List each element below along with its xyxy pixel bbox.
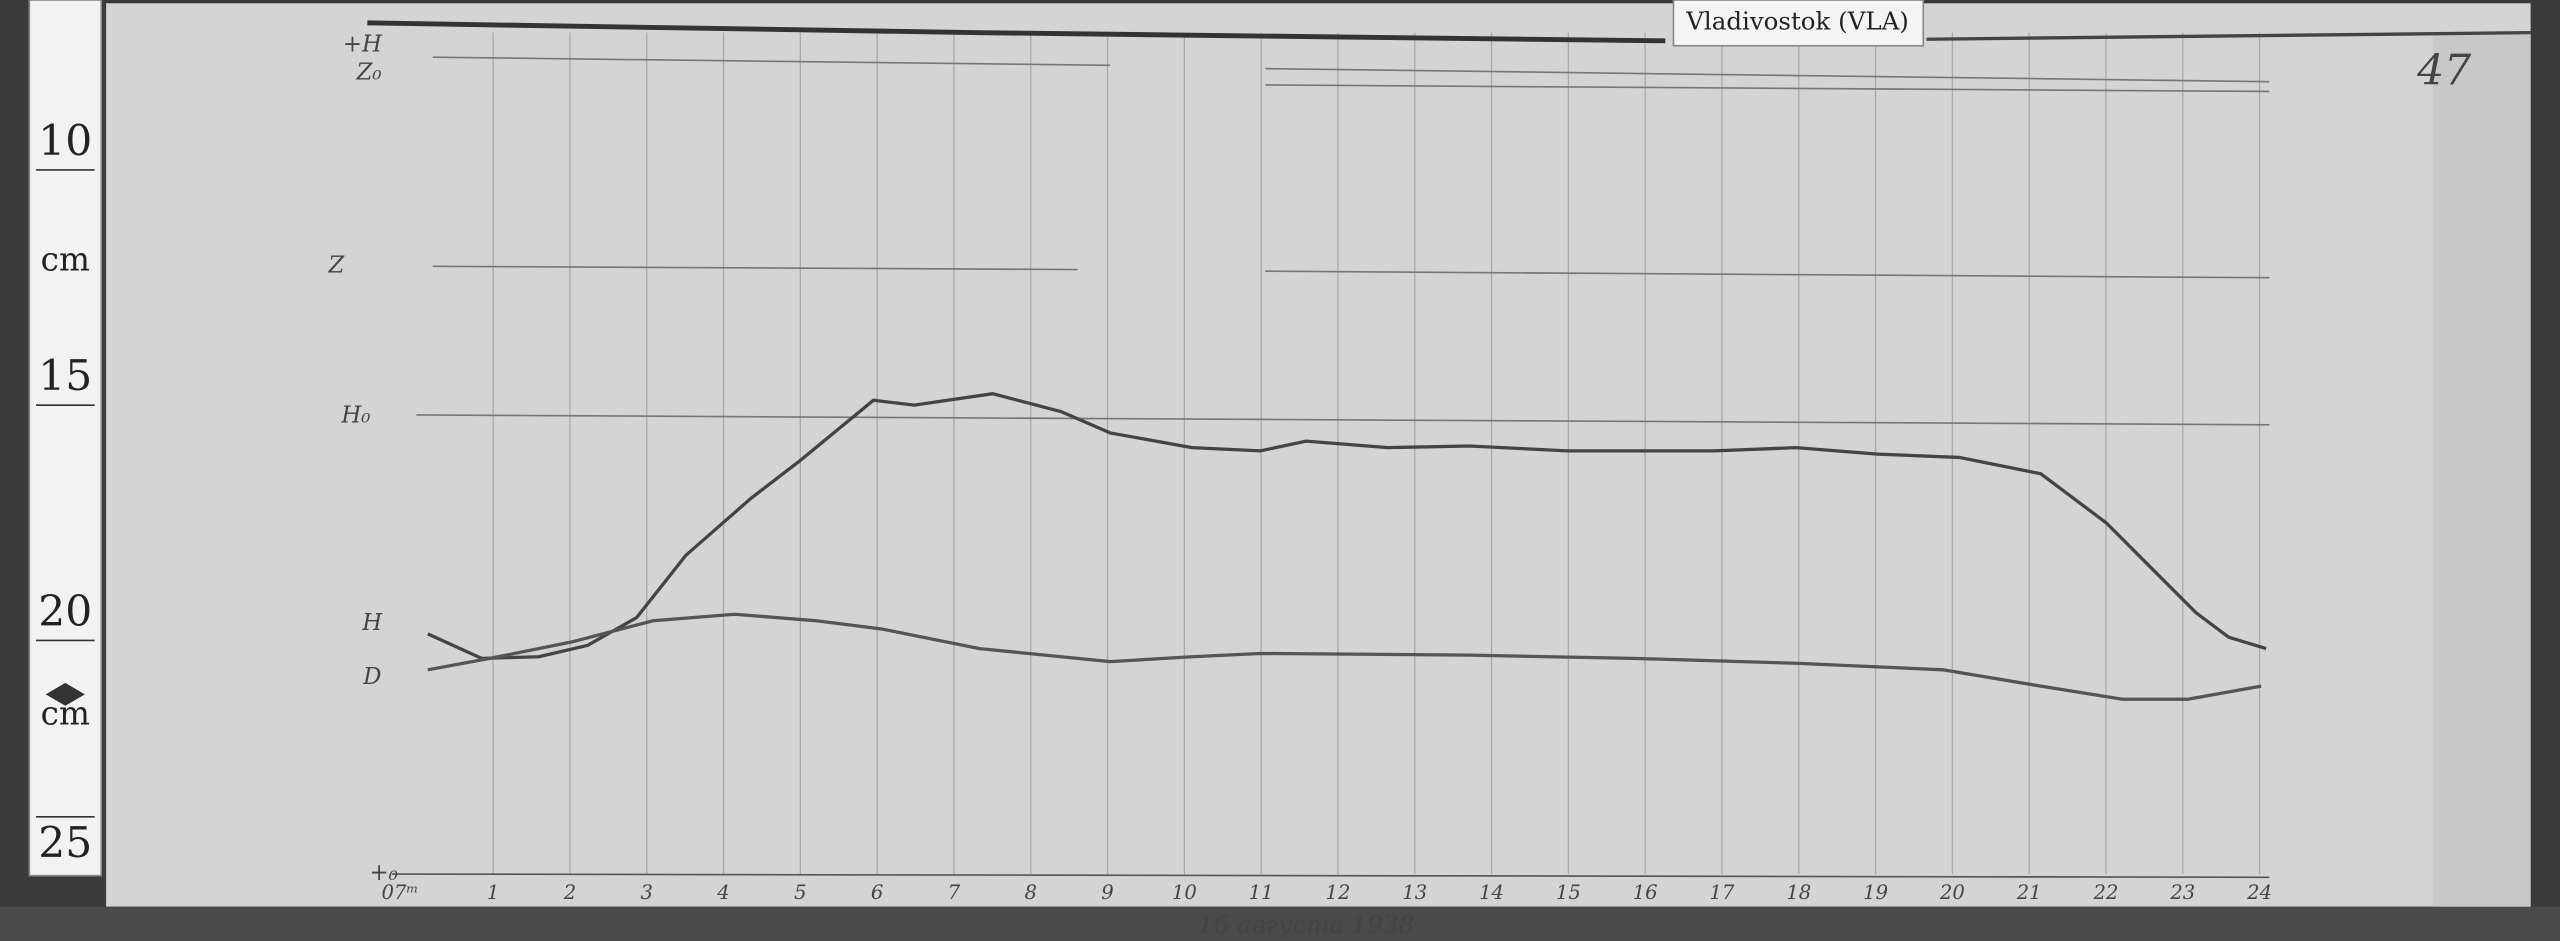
- hour-label: 2: [563, 881, 576, 904]
- trace-label: +H: [343, 32, 383, 58]
- hour-label: 9: [1101, 881, 1113, 904]
- trace-label: Z₀: [355, 60, 381, 86]
- ruler-label: cm: [41, 240, 90, 278]
- ruler: [28, 0, 103, 877]
- ruler-label: 15: [38, 352, 92, 401]
- hour-label: 14: [1479, 881, 1504, 904]
- hour-label: 17: [1710, 881, 1735, 904]
- hour-label: 12: [1326, 881, 1351, 904]
- hour-label: 7: [948, 881, 961, 904]
- table-edge: [0, 906, 2560, 941]
- hour-label: 22: [2093, 881, 2119, 904]
- hour-label: 16: [1633, 881, 1658, 904]
- sheet-number: 47: [2416, 47, 2471, 96]
- baseline-z: [1265, 270, 2270, 279]
- hour-label: 13: [1402, 881, 1427, 904]
- baseline-z0: [1265, 67, 2270, 83]
- ruler-label: 25: [38, 819, 92, 868]
- hour-label: 18: [1786, 881, 1811, 904]
- hour-label: 07ᵐ: [382, 881, 419, 904]
- hour-labels: 07ᵐ 1 2 3 4 5 6 7 8 9 10 11 12 13 14 15 16 17 18 19 20 21 22 23…: [382, 881, 2273, 904]
- hour-label: 20: [1939, 881, 1965, 904]
- d-trace: [427, 612, 2262, 701]
- caption: 16 августа 1938: [1198, 910, 1414, 939]
- baseline-z0: [432, 56, 1111, 67]
- baseline-h0: [416, 414, 2270, 426]
- z-trace: [367, 20, 1666, 44]
- ruler-label: 20: [38, 587, 92, 636]
- ruler-ticks: [35, 169, 95, 818]
- hour-label: 5: [794, 881, 806, 904]
- baseline-z: [432, 265, 1078, 271]
- ruler-logo: [45, 682, 85, 706]
- trace-label: D: [362, 664, 381, 690]
- trace-label: Z: [327, 252, 345, 278]
- hour-label: 23: [2169, 881, 2195, 904]
- ruler-label: cm: [41, 695, 90, 733]
- trace-label: +₀: [370, 860, 398, 886]
- hour-label: 21: [2016, 881, 2042, 904]
- trace-label: H₀: [340, 403, 370, 429]
- baseline-z0: [1265, 84, 2270, 93]
- hour-label: 6: [871, 881, 883, 904]
- hour-label: 15: [1556, 881, 1581, 904]
- h-trace: [427, 392, 2267, 661]
- hour-label: 24: [2246, 881, 2272, 904]
- hour-label: 8: [1025, 881, 1037, 904]
- hour-label: 10: [1172, 881, 1197, 904]
- hour-label: 19: [1863, 881, 1888, 904]
- station-label-box: [1672, 0, 1925, 47]
- hour-label: 1: [487, 881, 499, 904]
- z-trace: [1926, 31, 2531, 41]
- paper-margin: [2432, 32, 2531, 915]
- station-label: Vladivostok (VLA): [1685, 6, 1909, 35]
- ruler-label: 10: [38, 117, 92, 166]
- ruler-labels: 10 cm 15 20 cm 25: [38, 117, 92, 868]
- hour-label: 11: [1249, 881, 1274, 904]
- paper-sheet: [106, 3, 2531, 907]
- hour-grid: [492, 32, 2261, 875]
- hour-label: 3: [641, 881, 653, 904]
- hour-label: 4: [716, 881, 729, 904]
- time-axis: [391, 873, 2270, 879]
- baselines: [391, 56, 2270, 879]
- trace-label: H: [361, 610, 383, 636]
- trace-labels: +HZ₀ Z H₀ H D +₀: [327, 32, 397, 886]
